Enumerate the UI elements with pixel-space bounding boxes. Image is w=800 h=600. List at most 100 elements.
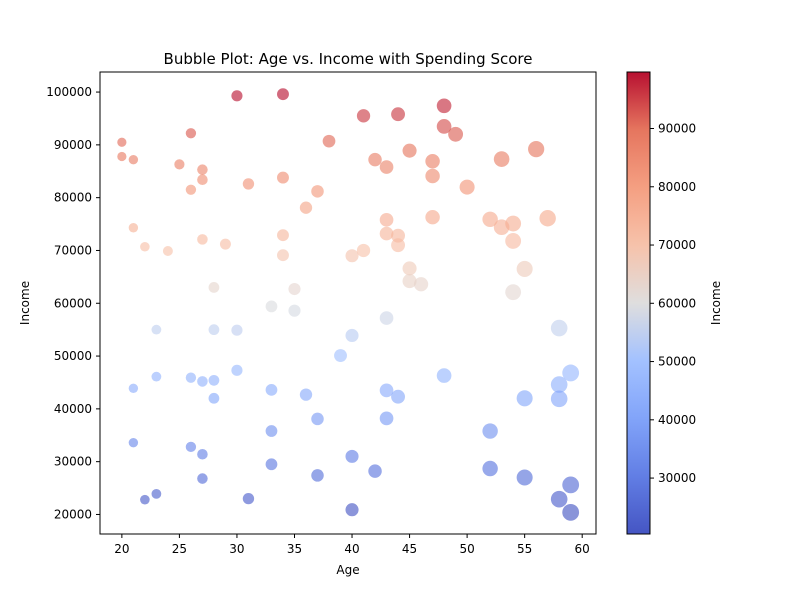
bubble-point [436,98,452,114]
scatter-points [117,88,580,521]
bubble-point [528,140,545,158]
bubble-point [128,437,139,448]
y-tick-label: 60000 [54,296,92,310]
bubble-point [482,460,498,477]
x-tick-label: 45 [402,542,417,556]
bubble-point [128,383,139,393]
bubble-point [185,441,197,453]
bubble-point [516,469,533,486]
bubble-point [322,134,336,148]
bubble-point [151,324,162,335]
x-tick-label: 35 [287,542,302,556]
bubble-point [425,154,440,169]
bubble-point [402,274,417,289]
bubble-point [311,412,324,426]
x-tick-label: 50 [459,542,474,556]
bubble-point [197,473,208,484]
y-axis-label: Income [18,281,32,325]
y-tick-label: 30000 [54,455,92,469]
bubble-point [128,223,139,233]
bubble-point [391,238,406,253]
x-tick-label: 55 [517,542,532,556]
bubble-point [140,494,150,505]
x-axis: 20 25 30 35 40 45 50 55 60 [114,534,590,556]
bubble-point [197,164,208,175]
bubble-point [516,390,533,407]
colorbar: 30000 40000 50000 60000 70000 80000 90000 Inco… [626,71,723,535]
bubble-point [391,107,406,122]
bubble-point [379,213,394,227]
bubble-point [174,159,185,170]
bubble-point [299,201,313,214]
bubble-point [459,179,475,195]
bubble-point [425,209,440,225]
bubble-point [265,425,278,437]
bubble-point [197,448,208,460]
bubble-point [379,160,394,174]
bubble-point [208,282,220,293]
bubble-point [550,376,568,393]
bubble-point [151,371,162,382]
bubble-point [493,151,510,167]
bubble-point [311,185,324,198]
bubble-point [140,241,150,252]
bubble-point [425,168,440,184]
bubble-point [562,503,580,521]
colorbar-tick-label: 50000 [658,355,696,369]
bubble-point [562,476,580,494]
bubble-point [516,260,533,277]
bubble-point [402,261,417,276]
bubble-point [185,128,197,139]
bubble-point [231,324,243,336]
bubble-point [265,383,278,396]
y-tick-label: 20000 [54,507,92,521]
x-tick-label: 25 [172,542,187,556]
bubble-point [197,174,208,185]
bubble-point [550,319,568,337]
bubble-point [277,171,289,184]
bubble-point [482,423,498,439]
bubble-point [242,178,255,190]
bubble-point [368,152,382,167]
bubble-point [562,364,580,382]
colorbar-tick-label: 30000 [658,471,696,485]
bubble-point [231,364,243,376]
y-tick-label: 80000 [54,191,92,205]
bubble-point [208,374,220,386]
bubble-point [379,383,394,398]
bubble-point [550,390,568,408]
bubble-point [219,238,231,250]
bubble-point [345,503,359,517]
bubble-point [128,154,139,165]
bubble-point [356,109,371,123]
bubble-point [345,328,359,343]
bubble-point [311,469,324,482]
bubble-point [436,119,452,134]
bubble-point [345,449,359,463]
bubble-point [402,143,417,158]
bubble-point [391,389,406,404]
bubble-point [413,277,429,292]
bubble-point [117,137,127,147]
y-tick-label: 40000 [54,402,92,416]
bubble-point [288,304,301,317]
bubble-point [277,249,289,262]
chart-title: Bubble Plot: Age vs. Income with Spendin… [164,50,533,68]
x-axis-label: Age [336,563,359,577]
y-tick-label: 90000 [54,138,92,152]
bubble-point [231,90,243,102]
x-tick-label: 30 [229,542,244,556]
bubble-point [539,210,556,227]
bubble-point [265,300,278,313]
bubble-point [550,490,568,508]
bubble-point [368,464,382,478]
bubble-point [162,246,173,256]
bubble-point [185,372,197,383]
colorbar-ticks: 30000 40000 50000 60000 70000 80000 90000 [650,122,696,485]
bubble-point [277,229,289,242]
colorbar-gradient [626,71,651,535]
x-tick-label: 60 [575,542,590,556]
bubble-point [391,228,406,243]
bubble-point [208,392,220,404]
